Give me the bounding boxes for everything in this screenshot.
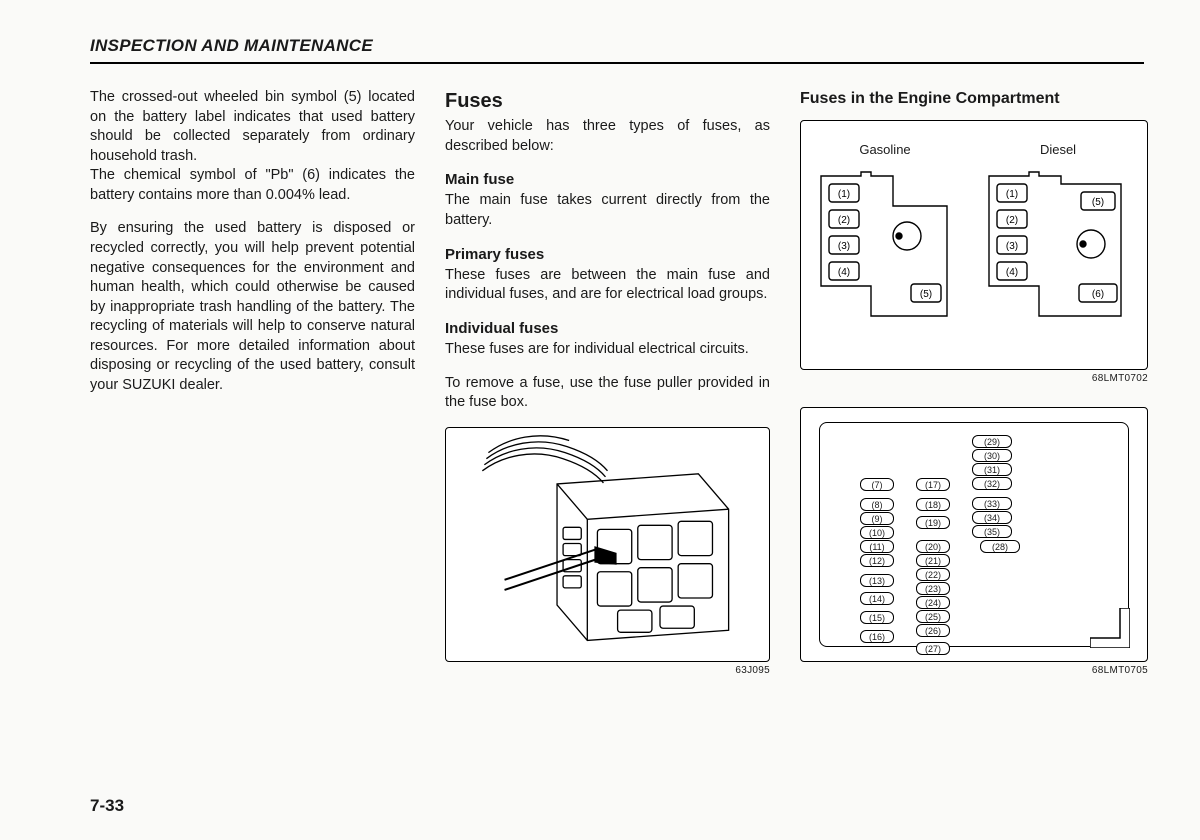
svg-text:(2): (2) [838,215,850,226]
fuse-11: (11) [860,540,894,553]
svg-text:(3): (3) [838,241,850,252]
page-columns: The crossed-out wheeled bin symbol (5) l… [90,88,1144,678]
page-header: INSPECTION AND MAINTENANCE [90,36,1144,64]
col1-p3: By ensuring the used battery is disposed… [90,219,415,395]
fuse-32: (32) [972,477,1012,490]
fuse-26: (26) [916,624,950,637]
fuse-9: (9) [860,512,894,525]
engine-top-diagram: Gasoline (1) [800,120,1148,370]
fuse-29: (29) [972,435,1012,448]
fuse-13: (13) [860,574,894,587]
fuse-34: (34) [972,511,1012,524]
engine-bottom-caption: 68LMT0705 [800,664,1148,678]
fuse-17: (17) [916,478,950,491]
fusebox-diagram [445,427,770,662]
svg-text:(3): (3) [1006,241,1018,252]
page-number: 7-33 [90,796,124,816]
fuse-12: (12) [860,554,894,567]
diesel-label: Diesel [983,141,1133,159]
primary-fuse-h: Primary fuses [445,245,770,265]
svg-text:(1): (1) [1006,189,1018,200]
fuse-8: (8) [860,498,894,511]
fuse-19: (19) [916,516,950,529]
fuse-28: (28) [980,540,1020,553]
fuse-30: (30) [972,449,1012,462]
indiv-fuse-h: Individual fuses [445,319,770,339]
fuse-14: (14) [860,592,894,605]
gasoline-svg: (1) (2) (3) (4) (5) [815,166,955,336]
fuse-20: (20) [916,540,950,553]
svg-text:(2): (2) [1006,215,1018,226]
fuse-31: (31) [972,463,1012,476]
column-1: The crossed-out wheeled bin symbol (5) l… [90,88,415,678]
indiv-fuse-t: These fuses are for individual electrica… [445,340,770,360]
svg-text:(6): (6) [1092,289,1104,300]
svg-text:(4): (4) [1006,267,1018,278]
main-fuse-t: The main fuse takes current directly fro… [445,191,770,230]
svg-text:(5): (5) [920,289,932,300]
fuse-22: (22) [916,568,950,581]
remove-fuse-t: To remove a fuse, use the fuse puller pr… [445,374,770,413]
diesel-block: Diesel [983,141,1133,337]
svg-text:(1): (1) [838,189,850,200]
fuse-7: (7) [860,478,894,491]
fuse-grid: (7) (8)(9)(10)(11)(12) (13) (14) (15) (16) (17… [819,422,1129,647]
fuse-21: (21) [916,554,950,567]
fuse-23: (23) [916,582,950,595]
fusebox-caption: 63J095 [445,664,770,678]
column-2: Fuses Your vehicle has three types of fu… [445,88,770,678]
fuse-27: (27) [916,642,950,655]
fuse-35: (35) [972,525,1012,538]
fuse-24: (24) [916,596,950,609]
engine-top-caption: 68LMT0702 [800,372,1148,386]
fuse-15: (15) [860,611,894,624]
fuse-33: (33) [972,497,1012,510]
engine-comp-title: Fuses in the Engine Compartment [800,88,1148,110]
fuses-intro: Your vehicle has three types of fuses, a… [445,117,770,156]
fuse-10: (10) [860,526,894,539]
primary-fuse-t: These fuses are between the main fuse an… [445,266,770,305]
fuses-title: Fuses [445,88,770,115]
fuse-18: (18) [916,498,950,511]
column-3: Fuses in the Engine Compartment Gasoline [800,88,1148,678]
diesel-svg: (1) (2) (3) (4) (5) (6) [983,166,1133,336]
fuse-16: (16) [860,630,894,643]
fuse-25: (25) [916,610,950,623]
svg-text:(5): (5) [1092,197,1104,208]
fusebox-svg [446,428,769,661]
gasoline-block: Gasoline (1) [815,141,955,337]
col1-p2: The chemical symbol of "Pb" (6) indicate… [90,166,415,205]
svg-text:(4): (4) [838,267,850,278]
gasoline-label: Gasoline [815,141,955,159]
engine-bottom-diagram: (7) (8)(9)(10)(11)(12) (13) (14) (15) (16) (17… [800,407,1148,662]
main-fuse-h: Main fuse [445,170,770,190]
col1-p1: The crossed-out wheeled bin symbol (5) l… [90,88,415,166]
